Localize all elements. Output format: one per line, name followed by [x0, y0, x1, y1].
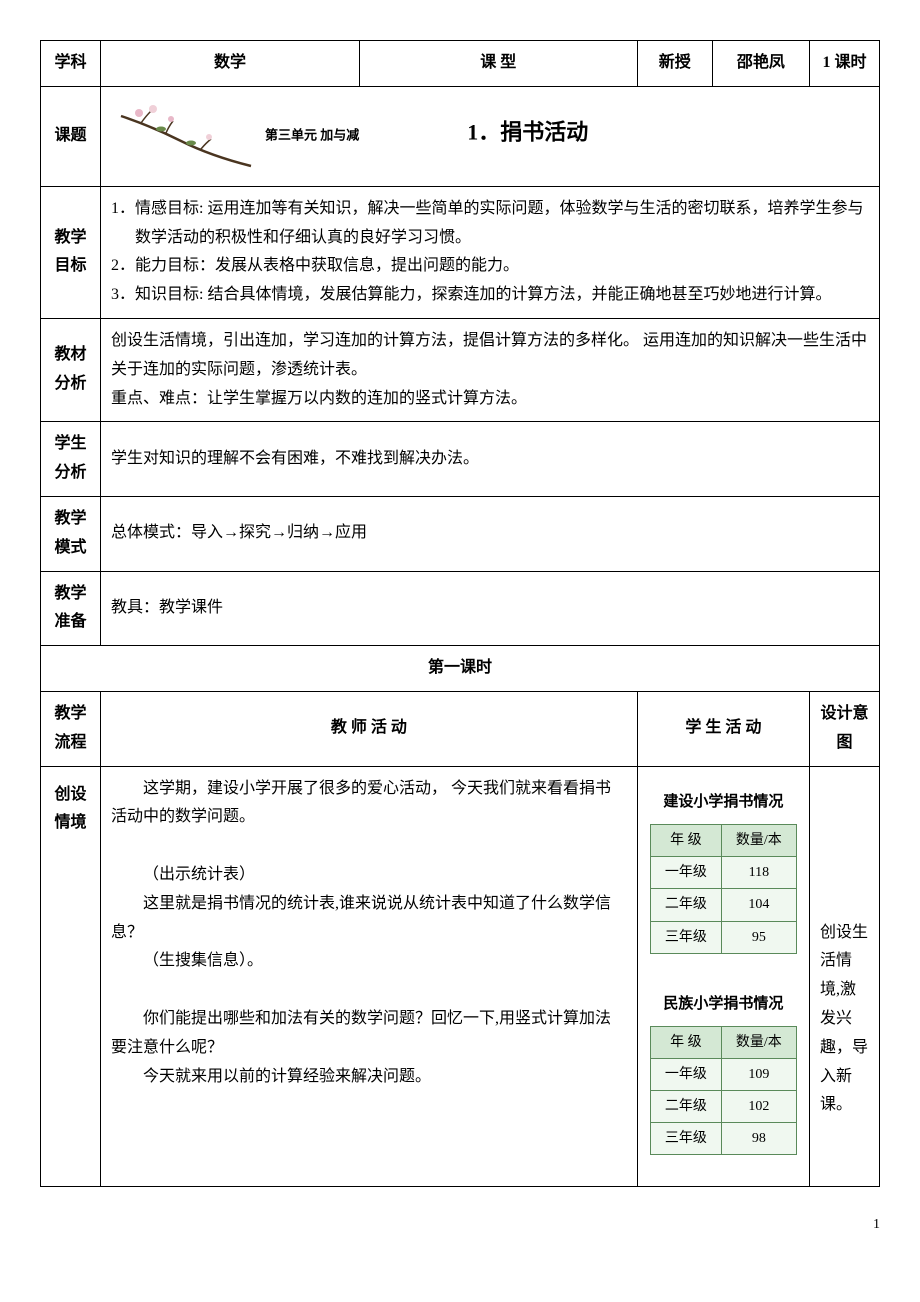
- table2-title: 民族小学捐书情况: [648, 991, 799, 1018]
- mode-content: 总体模式：导入→探究→归纳→应用: [101, 496, 880, 571]
- student-content: 学生对知识的理解不会有困难，不难找到解决办法。: [101, 422, 880, 497]
- lesson-plan-table: 学科 数学 课 型 新授 邵艳凤 1 课时 课题 第三单元 加与减 1．捐书活动: [40, 40, 880, 1187]
- objectives-label: 教学目标: [41, 186, 101, 318]
- page-number: 1: [40, 1217, 880, 1233]
- design-text: 创设生活情境,激发兴趣，导入新课。: [820, 924, 868, 1114]
- material-content: 创设生活情境，引出连加，学习连加的计算方法，提倡计算方法的多样化。 运用连加的知…: [101, 318, 880, 421]
- student-analysis-row: 学生分析 学生对知识的理解不会有困难，不难找到解决办法。: [41, 422, 880, 497]
- teacher-activity: 这学期，建设小学开展了很多的爱心活动， 今天我们就来看看捐书活动中的数学问题。 …: [101, 766, 638, 1186]
- t1-r2c1: 二年级: [650, 889, 721, 921]
- material-label: 教材分析: [41, 318, 101, 421]
- objective-3: 3．知识目标: 结合具体情境，发展估算能力，探索连加的计算方法，并能正确地甚至巧…: [135, 281, 869, 310]
- student-activity: 建设小学捐书情况 年 级 数量/本 一年级118 二年级104 三年级95 民族…: [637, 766, 809, 1186]
- prep-row: 教学准备 教具：教学课件: [41, 571, 880, 646]
- t2-h2: 数量/本: [721, 1026, 796, 1058]
- objective-1: 1．情感目标: 运用连加等有关知识，解决一些简单的实际问题，体验数学与生活的密切…: [135, 195, 869, 253]
- scenario-label: 创设情境: [41, 766, 101, 1186]
- teacher-p4: （生搜集信息）。: [111, 947, 627, 976]
- teacher-p6: 今天就来用以前的计算经验来解决问题。: [111, 1063, 627, 1092]
- donation-table-2: 年 级 数量/本 一年级109 二年级102 三年级98: [650, 1026, 797, 1156]
- mode-label: 教学模式: [41, 496, 101, 571]
- subject-value: 数学: [101, 41, 360, 87]
- t2-r3c2: 98: [721, 1123, 796, 1155]
- title-row: 课题 第三单元 加与减 1．捐书活动: [41, 86, 880, 186]
- t1-r2c2: 104: [721, 889, 796, 921]
- type-value: 新授: [637, 41, 712, 87]
- t2-h1: 年 级: [650, 1026, 721, 1058]
- material-line1: 创设生活情境，引出连加，学习连加的计算方法，提倡计算方法的多样化。 运用连加的知…: [111, 327, 869, 385]
- flow-col3: 学 生 活 动: [637, 691, 809, 766]
- t1-r1c2: 118: [721, 857, 796, 889]
- flow-col4: 设计意图: [810, 691, 880, 766]
- subject-label: 学科: [41, 41, 101, 87]
- table1-title: 建设小学捐书情况: [648, 789, 799, 816]
- branch-decoration-icon: [111, 101, 261, 171]
- t2-r1c1: 一年级: [650, 1058, 721, 1090]
- duration: 1 课时: [810, 41, 880, 87]
- teacher-p2: （出示统计表）: [111, 861, 627, 890]
- donation-table-1: 年 级 数量/本 一年级118 二年级104 三年级95: [650, 824, 797, 954]
- t2-r3c1: 三年级: [650, 1123, 721, 1155]
- design-intent: 创设生活情境,激发兴趣，导入新课。: [810, 766, 880, 1186]
- objectives-content: 1．情感目标: 运用连加等有关知识，解决一些简单的实际问题，体验数学与生活的密切…: [101, 186, 880, 318]
- lesson-title: 1．捐书活动: [467, 120, 588, 145]
- title-label: 课题: [41, 86, 101, 186]
- t1-r3c2: 95: [721, 921, 796, 953]
- t2-r2c1: 二年级: [650, 1090, 721, 1122]
- flow-header-row: 教学流程 教 师 活 动 学 生 活 动 设计意图: [41, 691, 880, 766]
- student-label: 学生分析: [41, 422, 101, 497]
- material-line2: 重点、难点：让学生掌握万以内数的连加的竖式计算方法。: [111, 385, 869, 414]
- t1-h2: 数量/本: [721, 824, 796, 856]
- t1-r1c1: 一年级: [650, 857, 721, 889]
- objectives-row: 教学目标 1．情感目标: 运用连加等有关知识，解决一些简单的实际问题，体验数学与…: [41, 186, 880, 318]
- title-content: 第三单元 加与减 1．捐书活动: [101, 86, 880, 186]
- t2-r1c2: 109: [721, 1058, 796, 1090]
- teacher-p5: 你们能提出哪些和加法有关的数学问题？回忆一下,用竖式计算加法要注意什么呢？: [111, 1005, 627, 1063]
- lesson-header-row: 第一课时: [41, 646, 880, 692]
- flow-col1: 教学流程: [41, 691, 101, 766]
- teacher-p1: 这学期，建设小学开展了很多的爱心活动， 今天我们就来看看捐书活动中的数学问题。: [111, 775, 627, 833]
- scenario-row: 创设情境 这学期，建设小学开展了很多的爱心活动， 今天我们就来看看捐书活动中的数…: [41, 766, 880, 1186]
- teacher-p3: 这里就是捐书情况的统计表,谁来说说从统计表中知道了什么数学信息？: [111, 890, 627, 948]
- type-label: 课 型: [359, 41, 637, 87]
- prep-label: 教学准备: [41, 571, 101, 646]
- teacher-name: 邵艳凤: [712, 41, 809, 87]
- t1-h1: 年 级: [650, 824, 721, 856]
- objective-2: 2．能力目标：发展从表格中获取信息，提出问题的能力。: [111, 252, 869, 281]
- material-row: 教材分析 创设生活情境，引出连加，学习连加的计算方法，提倡计算方法的多样化。 运…: [41, 318, 880, 421]
- flow-col2: 教 师 活 动: [101, 691, 638, 766]
- header-row: 学科 数学 课 型 新授 邵艳凤 1 课时: [41, 41, 880, 87]
- t1-r3c1: 三年级: [650, 921, 721, 953]
- unit-text: 第三单元 加与减: [265, 128, 359, 143]
- lesson-header: 第一课时: [41, 646, 880, 692]
- mode-row: 教学模式 总体模式：导入→探究→归纳→应用: [41, 496, 880, 571]
- t2-r2c2: 102: [721, 1090, 796, 1122]
- prep-content: 教具：教学课件: [101, 571, 880, 646]
